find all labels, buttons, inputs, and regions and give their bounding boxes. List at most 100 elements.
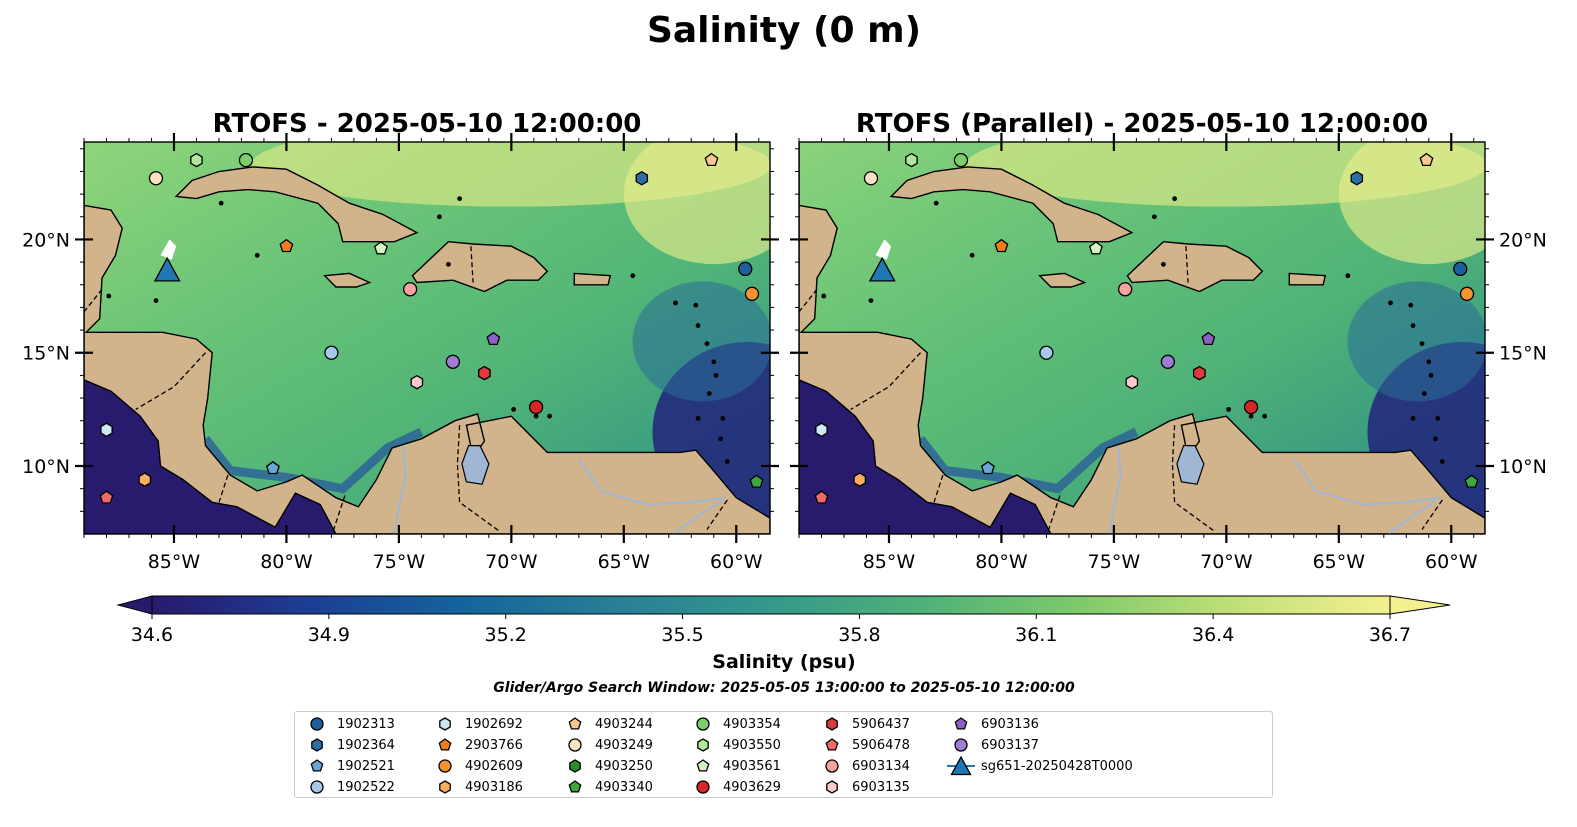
colorbar: 34.6 34.9 35.2 35.5 35.8 36.1 36.4 36.7 [116, 595, 1451, 646]
marker-6903136 [1201, 331, 1216, 346]
colorbar-extend-high [1389, 595, 1451, 615]
marker-6903134 [1117, 282, 1133, 297]
small-island [457, 196, 463, 202]
marker-4903244 [1419, 152, 1434, 167]
legend-item: 4903186 [431, 777, 523, 797]
country-border [1421, 499, 1443, 530]
y-tick-label: 20°N [22, 229, 70, 251]
country-border [799, 288, 818, 313]
map-frame [798, 141, 1486, 535]
legend-label: 4903340 [595, 779, 653, 795]
country-border [333, 495, 346, 530]
legend-label: 6903135 [852, 779, 910, 795]
colorbar-bar [151, 595, 1391, 615]
marker-6903135 [410, 374, 424, 390]
legend-swatch [696, 759, 710, 772]
legend-label: 1902313 [337, 716, 395, 732]
country-border [850, 352, 921, 410]
x-tick-label: 70°W [1200, 551, 1253, 573]
marker-4903354 [953, 152, 969, 168]
river [577, 458, 726, 506]
legend-label: 4903561 [723, 758, 781, 774]
suptitle: Salinity (0 m) [647, 10, 921, 51]
legend-marker-5906478 [825, 738, 839, 751]
legend-item: 1902364 [303, 735, 395, 755]
colorbar-tick-label: 34.9 [308, 624, 350, 646]
lake-maracaibo [1176, 445, 1205, 485]
river [1387, 499, 1439, 534]
island [323, 272, 372, 288]
map-panel-rtofs: 85°W 80°W 75°W 70°W 65°W 60°W 10°N 15°N 20°N RTOF… [22, 109, 779, 573]
colorbar-tick-label: 36.4 [1192, 624, 1234, 646]
legend-label: 4903550 [723, 737, 781, 753]
legend-marker-1902313 [310, 717, 324, 731]
legend-marker-1902521 [310, 759, 324, 772]
small-island [695, 416, 701, 421]
river [393, 445, 407, 534]
colorbar-label: Salinity (psu) [712, 651, 855, 673]
legend-item: 1902692 [431, 714, 523, 734]
panel-title: RTOFS (Parallel) - 2025-05-10 12:00:00 [856, 109, 1428, 139]
legend-swatch [310, 780, 324, 794]
legend-swatch [438, 738, 452, 751]
island [889, 166, 1134, 243]
small-island [1435, 416, 1441, 421]
legend-swatch [825, 738, 839, 751]
small-island [1160, 261, 1166, 267]
small-island [1345, 273, 1351, 279]
legend-item: 4902609 [431, 756, 523, 776]
glider-track [160, 239, 177, 260]
marker-4903629 [528, 399, 544, 415]
marker-5906437 [478, 365, 491, 381]
x-tick-label: 65°W [598, 551, 651, 573]
marker-5906478 [814, 490, 829, 504]
legend-marker-4903561 [696, 759, 710, 772]
legend-swatch [826, 717, 838, 731]
marker-1902692 [815, 422, 828, 438]
legend-swatch [568, 780, 582, 793]
legend-marker-4903249 [568, 738, 582, 752]
marker-4902609 [744, 286, 760, 301]
legend-item: 1902521 [303, 756, 395, 776]
marker-1902364 [1350, 171, 1364, 186]
small-island [533, 413, 539, 419]
legend-label: 1902364 [337, 737, 395, 753]
y-tick-label: 15°N [22, 343, 70, 365]
x-tick-label: 80°W [260, 551, 313, 573]
small-island [704, 341, 710, 347]
small-island [724, 459, 730, 464]
marker-4903249 [148, 171, 164, 186]
legend-label: 1902521 [337, 758, 395, 774]
x-tick-label: 60°W [1425, 551, 1478, 573]
island [1126, 240, 1264, 293]
small-island [693, 302, 699, 308]
legend-item: 5906478 [818, 735, 910, 755]
legend-label: 4903250 [595, 758, 653, 774]
legend-item: 4903561 [689, 756, 781, 776]
legend-marker-1902364 [311, 738, 323, 752]
legend-item: 4903629 [689, 777, 781, 797]
country-border [933, 474, 944, 503]
y-tick-label: 10°N [1499, 456, 1547, 478]
legend-marker-4903550 [697, 738, 709, 752]
small-island [706, 391, 712, 396]
lake-maracaibo [461, 445, 490, 485]
marker-4903340 [749, 474, 764, 488]
legend-marker-1902522 [310, 780, 324, 794]
marker-4903249 [863, 171, 879, 186]
legend-label: 4902609 [465, 758, 523, 774]
country-border [1171, 425, 1216, 533]
legend-marker-4902609 [438, 759, 452, 773]
low-salinity-plume [632, 281, 770, 402]
high-salinity-area [1338, 142, 1485, 265]
legend-marker-4903629 [696, 780, 710, 794]
small-island [718, 436, 723, 442]
legend-label: 2903766 [465, 737, 523, 753]
legend: 1902313 1902364 1902521 1902522 1902692 29037… [294, 711, 1273, 798]
small-island [1421, 391, 1427, 396]
map-frame [83, 141, 771, 535]
legend-swatch [310, 717, 324, 731]
legend-item: 4903250 [561, 756, 653, 776]
x-tick-label: 70°W [485, 551, 538, 573]
x-tick-label: 75°W [1088, 551, 1141, 573]
